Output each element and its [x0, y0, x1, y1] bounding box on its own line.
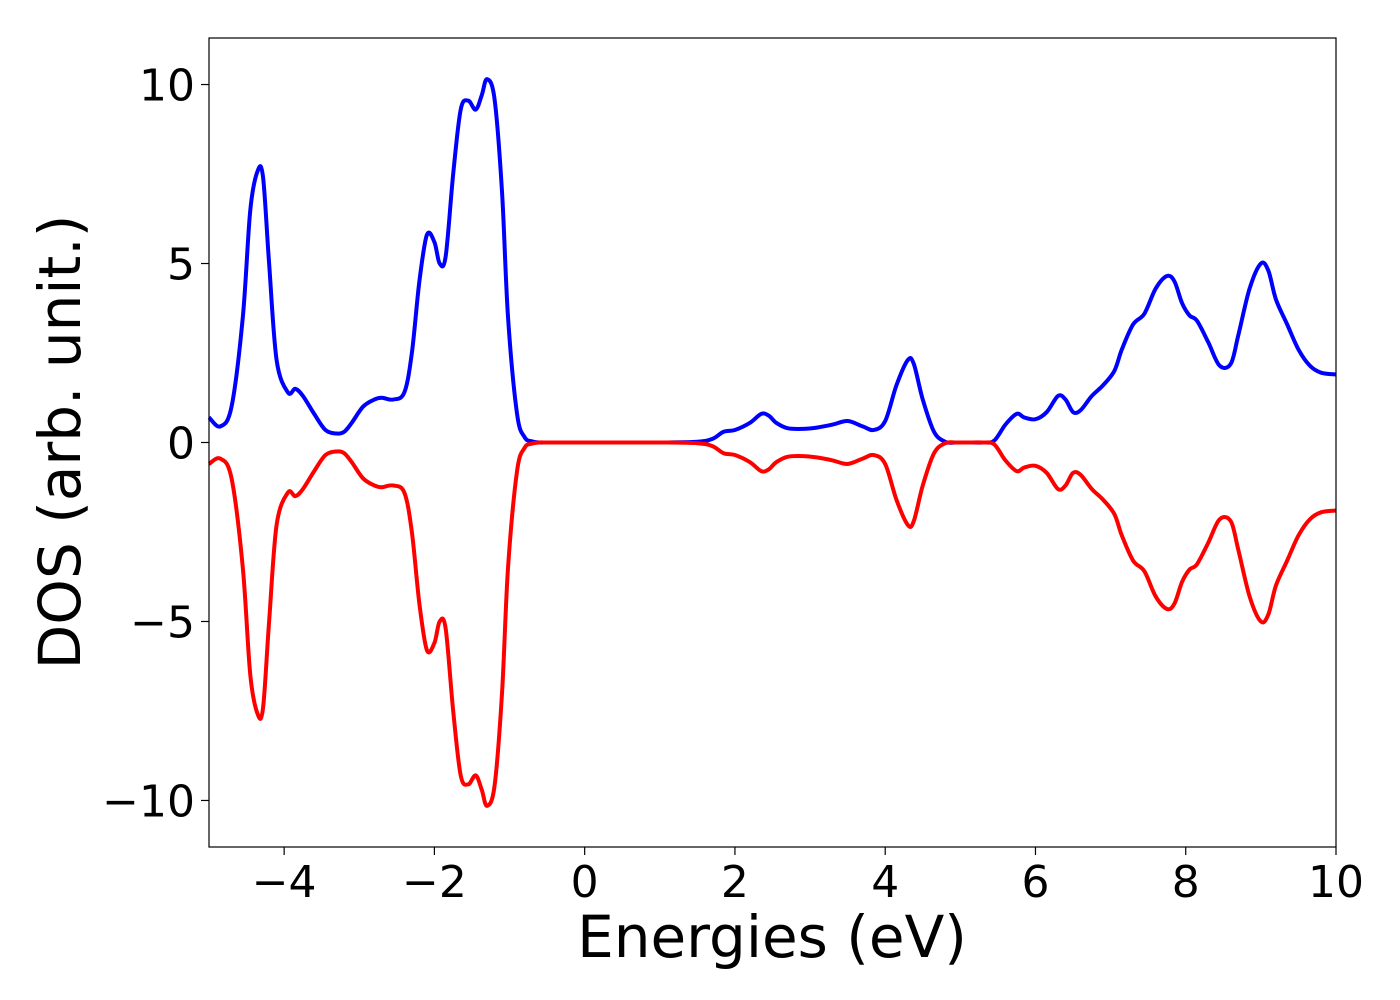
- x-tick-label: 6: [1021, 857, 1049, 908]
- x-tick-label: −2: [402, 857, 467, 908]
- x-axis: −4 −2 0 2 4 6 8 10: [252, 847, 1364, 908]
- y-tick-label: −10: [102, 776, 195, 827]
- series-layer: [207, 77, 1337, 808]
- series-line-red: [207, 440, 1337, 808]
- x-tick-label: 0: [571, 857, 599, 908]
- y-axis: −10 −5 0 5 10: [102, 61, 209, 827]
- x-tick-label: 10: [1308, 857, 1364, 908]
- x-tick-label: 2: [721, 857, 749, 908]
- y-tick-label: 5: [167, 240, 195, 291]
- series-line-blue: [207, 77, 1337, 445]
- y-tick-label: −5: [130, 597, 195, 648]
- y-tick-label: 10: [139, 61, 195, 112]
- y-axis-title: DOS (arb. unit.): [26, 215, 94, 670]
- x-tick-label: −4: [252, 857, 317, 908]
- plot-frame: [208, 37, 1337, 848]
- x-tick-label: 8: [1172, 857, 1200, 908]
- y-tick-label: 0: [167, 419, 195, 470]
- x-axis-title: Energies (eV): [577, 903, 967, 971]
- x-tick-label: 4: [871, 857, 899, 908]
